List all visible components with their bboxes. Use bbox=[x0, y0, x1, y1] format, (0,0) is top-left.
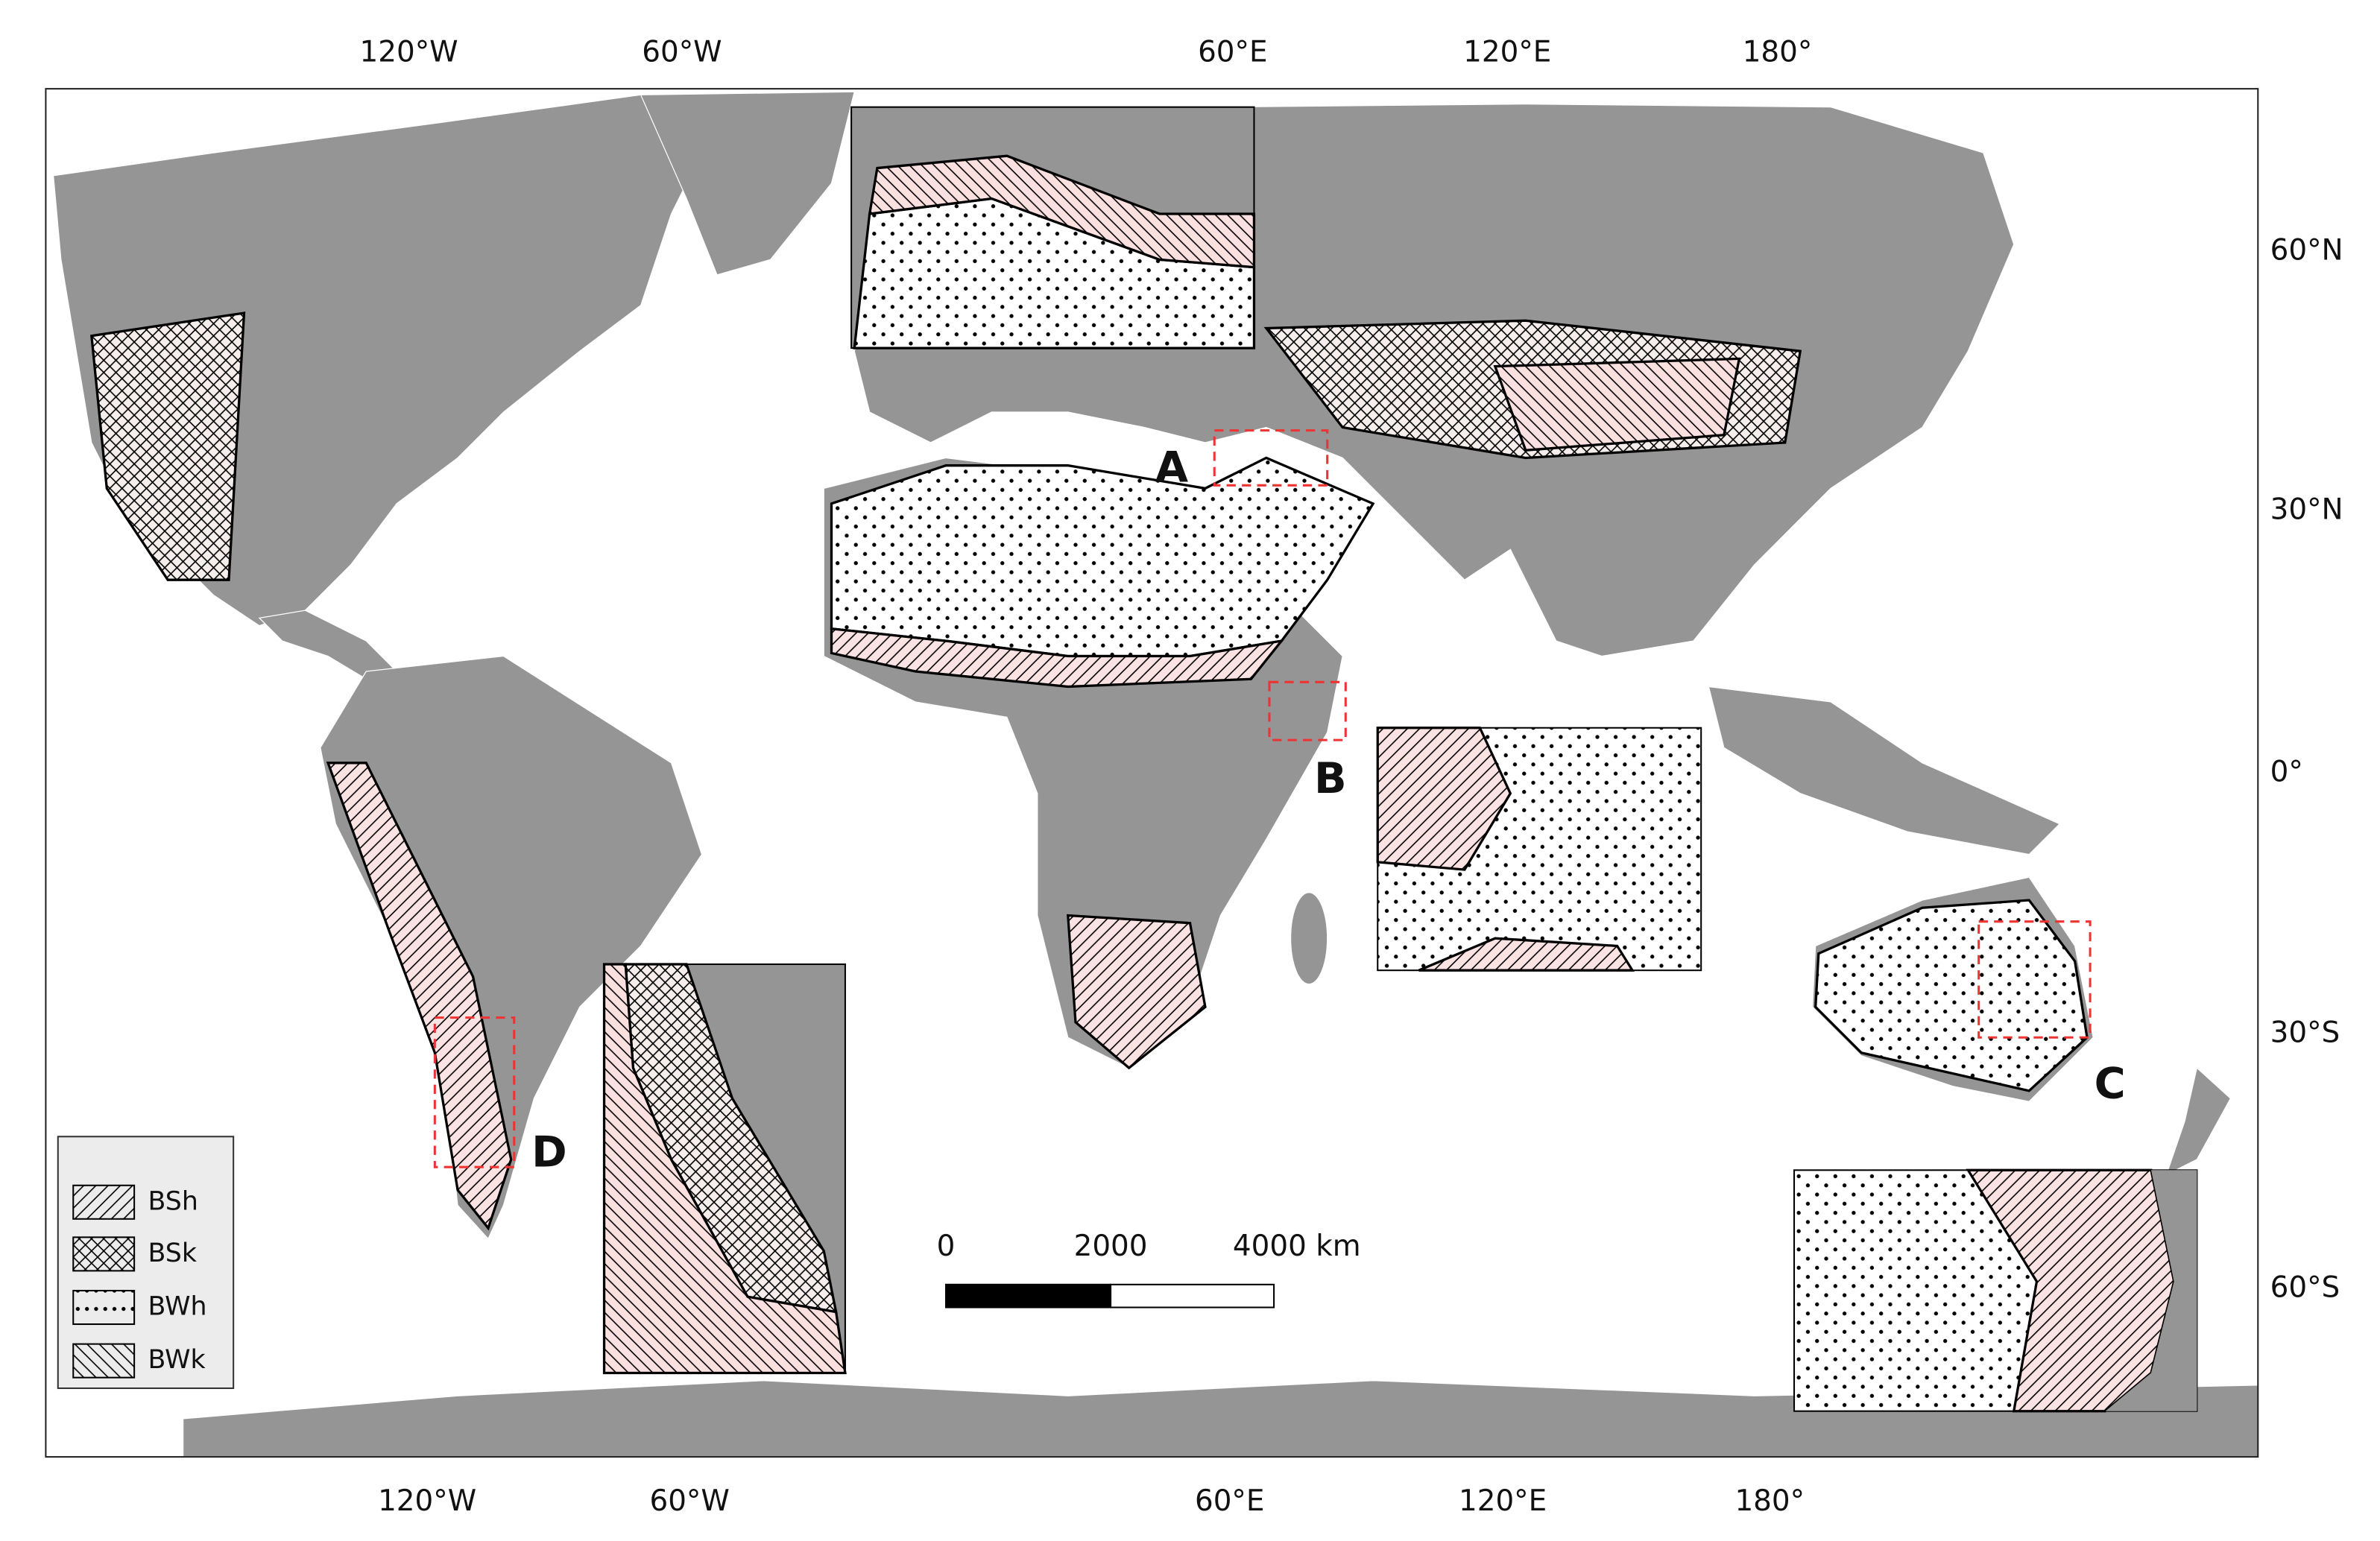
legend-swatch bbox=[72, 1289, 136, 1326]
bottom-axis-label: 120°E bbox=[1459, 1484, 1547, 1518]
legend-swatch bbox=[72, 1184, 136, 1220]
bottom-axis-label: 120°W bbox=[378, 1484, 476, 1518]
bottom-axis-label: 60°E bbox=[1195, 1484, 1264, 1518]
top-axis-label: 60°E bbox=[1198, 36, 1267, 69]
right-axis-label: 60°S bbox=[2270, 1271, 2340, 1304]
legend-label: BSh bbox=[148, 1186, 198, 1216]
inset-zone bbox=[1376, 727, 1512, 871]
map-area bbox=[45, 89, 2259, 1458]
right-axis-label: 30°S bbox=[2270, 1016, 2340, 1050]
right-axis-label: 30°N bbox=[2270, 493, 2343, 527]
inset-b bbox=[1376, 727, 1702, 972]
antarctica bbox=[183, 1380, 2259, 1458]
map-frame bbox=[45, 88, 2259, 1458]
inset-d-marker bbox=[433, 1016, 516, 1168]
inset-zone bbox=[602, 963, 847, 1375]
legend: BSh BSk BWh BWk bbox=[57, 1136, 235, 1390]
legend-swatch bbox=[72, 1343, 136, 1379]
legend-label: BWh bbox=[148, 1292, 207, 1322]
top-axis-label: 180° bbox=[1743, 36, 1813, 69]
scale-label: 0 bbox=[937, 1230, 956, 1263]
scale-segment bbox=[1110, 1283, 1275, 1309]
new-zealand bbox=[2165, 1067, 2232, 1176]
southeast-asia bbox=[1708, 686, 2061, 855]
right-axis-label: 60°N bbox=[2270, 234, 2343, 268]
scale-label: 2000 bbox=[1074, 1230, 1148, 1263]
top-axis-label: 120°W bbox=[360, 36, 458, 69]
madagascar bbox=[1290, 892, 1328, 985]
scale-label: 4000 km bbox=[1233, 1230, 1361, 1263]
inset-letter: D bbox=[531, 1127, 567, 1177]
inset-zone bbox=[868, 154, 1256, 269]
bsh-southern-africa bbox=[1066, 914, 1207, 1070]
inset-a bbox=[850, 106, 1256, 349]
inset-b-marker bbox=[1268, 680, 1347, 741]
inset-zone bbox=[1418, 937, 1635, 972]
greenland bbox=[640, 91, 855, 276]
inset-c-marker bbox=[1977, 920, 2092, 1039]
bsh-south-america bbox=[326, 762, 513, 1231]
legend-swatch bbox=[72, 1236, 136, 1272]
inset-a-marker bbox=[1213, 429, 1329, 487]
inset-sea bbox=[2105, 1170, 2197, 1411]
bwh-sahara-arabia bbox=[830, 456, 1375, 658]
top-axis-label: 60°W bbox=[642, 36, 722, 69]
south-america bbox=[320, 655, 703, 1240]
scale-bar: 0 2000 4000 km bbox=[937, 1230, 1361, 1309]
inset-letter: B bbox=[1314, 753, 1347, 803]
scale-segment bbox=[944, 1283, 1112, 1309]
inset-d bbox=[602, 963, 847, 1375]
bwk-gobi bbox=[1493, 357, 1741, 452]
inset-letter: C bbox=[2095, 1058, 2126, 1108]
legend-label: BWk bbox=[148, 1345, 206, 1375]
bsk-north-america bbox=[90, 311, 246, 581]
top-axis-label: 120°E bbox=[1463, 36, 1551, 69]
inset-letter: A bbox=[1155, 442, 1189, 492]
bottom-axis-label: 60°W bbox=[649, 1484, 729, 1518]
legend-label: BSk bbox=[148, 1238, 198, 1268]
right-axis-label: 0° bbox=[2270, 756, 2303, 789]
bsh-sahel bbox=[830, 627, 1285, 689]
bottom-axis-label: 180° bbox=[1735, 1484, 1805, 1518]
inset-c bbox=[1793, 1168, 2198, 1413]
